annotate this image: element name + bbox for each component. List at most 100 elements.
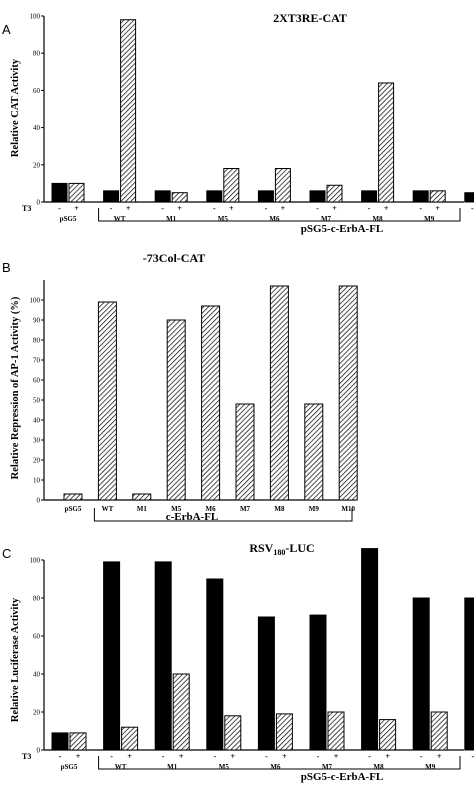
- panel-b-bar-m10: [338, 285, 358, 501]
- panel-b-bar-m5: [166, 319, 186, 501]
- panel-c-y-tick-label: 80: [33, 595, 41, 603]
- panel-a-category-label-wt: WT: [114, 215, 126, 223]
- panel-b-category-label-m6: M6: [206, 505, 217, 513]
- panel-c-category-label-m8: M8: [374, 763, 385, 771]
- panel-a-y-tick-label: 60: [33, 87, 41, 95]
- panel-c-bar-m8-plus: [379, 719, 397, 751]
- panel-a-t3-minus: -: [265, 204, 268, 213]
- panel-a-bar-m10-minus: [464, 192, 474, 203]
- panel-a-t3-row-label: T3: [22, 204, 31, 213]
- panel-c-category-label-m1: M1: [167, 763, 178, 771]
- panel-a-bar-m8-plus: [378, 82, 395, 203]
- panel-a-t3-minus: -: [58, 204, 61, 213]
- panel-a-category-label-m8: M8: [373, 215, 384, 223]
- panel-c-bar-m6-plus: [275, 713, 293, 751]
- panel-b-category-label-m10: M10: [341, 505, 355, 513]
- panel-b-y-tick-label: 40: [33, 417, 41, 425]
- panel-c-bar-wt-minus: [103, 561, 121, 751]
- panel-a-t3-plus: +: [384, 204, 389, 213]
- panel-c-bar-m9-minus: [412, 597, 430, 751]
- panel-a-group-bracket: [98, 208, 461, 222]
- panel-c-bar-psg5-plus: [69, 732, 87, 751]
- panel-c-category-label-wt: WT: [115, 763, 127, 771]
- panel-c-bar-psg5-minus: [51, 732, 69, 751]
- panel-b-y-tick-label: 10: [33, 477, 41, 485]
- panel-b-group-bracket: [93, 508, 353, 522]
- panel-b-y-tick-label: 20: [33, 457, 41, 465]
- panel-c-t3-minus: -: [368, 752, 371, 761]
- panel-b-y-tick-label: 80: [33, 337, 41, 345]
- panel-c-t3-plus: +: [127, 752, 132, 761]
- panel-b-bar-m9: [304, 403, 324, 501]
- panel-a-y-tick-label: 40: [33, 124, 41, 132]
- panel-c-title-main: RSV: [249, 541, 273, 555]
- panel-b-title: -73Col-CAT: [143, 251, 205, 265]
- panel-b-y-axis-label: Relative Repression of AP-1 Activity (%): [10, 296, 21, 479]
- panel-c-title: RSV180-LUC: [249, 541, 314, 557]
- panel-b-y-tick-label: 90: [33, 317, 41, 325]
- panel-b-category-label-wt: WT: [102, 505, 114, 513]
- panel-c-t3-plus: +: [385, 752, 390, 761]
- panel-c-bar-m7-plus: [327, 711, 345, 751]
- panel-c-y-tick-label: 0: [37, 747, 41, 755]
- panel-b-category-label-m8: M8: [274, 505, 285, 513]
- panel-a-category-label-m1: M1: [166, 215, 177, 223]
- panel-a-category-label-m5: M5: [218, 215, 229, 223]
- panel-b-bar-m8: [269, 285, 289, 501]
- panel-a-bar-psg5-minus: [51, 182, 68, 203]
- panel-a-bar-m7-plus: [326, 184, 343, 203]
- panel-a-y-tick-label: 100: [30, 13, 41, 21]
- panel-a-t3-plus: +: [74, 204, 79, 213]
- panel-a-bar-psg5-plus: [68, 182, 85, 203]
- panel-b-bar-m6: [201, 305, 221, 501]
- panel-b-category-label-m5: M5: [171, 505, 182, 513]
- panel-a-bar-m6-plus: [274, 168, 291, 203]
- panel-c-t3-minus: -: [59, 752, 62, 761]
- panel-c-bar-m9-plus: [430, 711, 448, 751]
- panel-a-category-label-m9: M9: [424, 215, 435, 223]
- panel-c-y-tick-label: 60: [33, 633, 41, 641]
- panel-a-bar-m5-minus: [206, 190, 223, 203]
- panel-c-t3-minus: -: [265, 752, 268, 761]
- panel-b-y-tick-label: 60: [33, 377, 41, 385]
- panel-b-y-tick-label: 0: [37, 497, 41, 505]
- panel-a-bar-m9-minus: [412, 190, 429, 203]
- panel-a-category-label-m6: M6: [269, 215, 280, 223]
- panel-b-label: B: [2, 260, 11, 275]
- panel-b-category-label-psg5: pSG5: [65, 505, 82, 513]
- panel-a-y-axis-label: Relative CAT Activity: [10, 58, 21, 157]
- panel-b-category-label-m9: M9: [309, 505, 320, 513]
- panel-c-bar-m5-minus: [206, 578, 224, 751]
- panel-a-t3-plus: +: [332, 204, 337, 213]
- panel-a-bar-m7-minus: [309, 190, 326, 203]
- panel-a-t3-minus: -: [316, 204, 319, 213]
- panel-c-bar-m8-minus: [361, 548, 379, 751]
- panel-b-category-label-m1: M1: [137, 505, 148, 513]
- panel-b: B -73Col-CAT Relative Repression of AP-1…: [2, 251, 358, 523]
- panel-b-plot: 0 10 20 30 40 50 60 70 80 90 100 pSG5 WT M1 M5 M6 M7 M8 M9…: [30, 280, 358, 523]
- panel-b-y-tick-label: 30: [33, 437, 41, 445]
- panel-a-plot: 020406080100T3-+-+-+-+-+-+-+-+-+pSG5WTM1…: [22, 13, 474, 235]
- panel-a-y-tick-label: 0: [37, 199, 41, 207]
- panel-b-group-label: c-ErbA-FL: [166, 511, 219, 523]
- panel-c-t3-plus: +: [231, 752, 236, 761]
- panel-c-group-label: pSG5-c-ErbA-FL: [301, 771, 384, 783]
- panel-a-t3-minus: -: [161, 204, 164, 213]
- panel-c-t3-minus: -: [110, 752, 113, 761]
- panel-a-bar-wt-minus: [103, 190, 120, 203]
- panel-a-t3-minus: -: [110, 204, 113, 213]
- panel-b-bar-m7: [235, 403, 255, 501]
- panel-a-t3-plus: +: [281, 204, 286, 213]
- panel-a-category-label-m7: M7: [321, 215, 332, 223]
- panel-b-bar-m1: [132, 493, 152, 501]
- panel-c-y-tick-label: 20: [33, 709, 41, 717]
- panel-a-bar-m1-minus: [154, 190, 171, 203]
- panel-a-bar-m1-plus: [171, 192, 188, 203]
- panel-c-y-tick-label: 40: [33, 671, 41, 679]
- panel-b-bar-wt: [97, 301, 117, 501]
- panel-c-title-sub: 180: [273, 548, 285, 557]
- panel-a-y-tick-label: 80: [33, 50, 41, 58]
- panel-c-bar-wt-plus: [121, 726, 139, 751]
- panel-c-t3-row-label: T3: [22, 752, 31, 761]
- panel-c-t3-minus: -: [420, 752, 423, 761]
